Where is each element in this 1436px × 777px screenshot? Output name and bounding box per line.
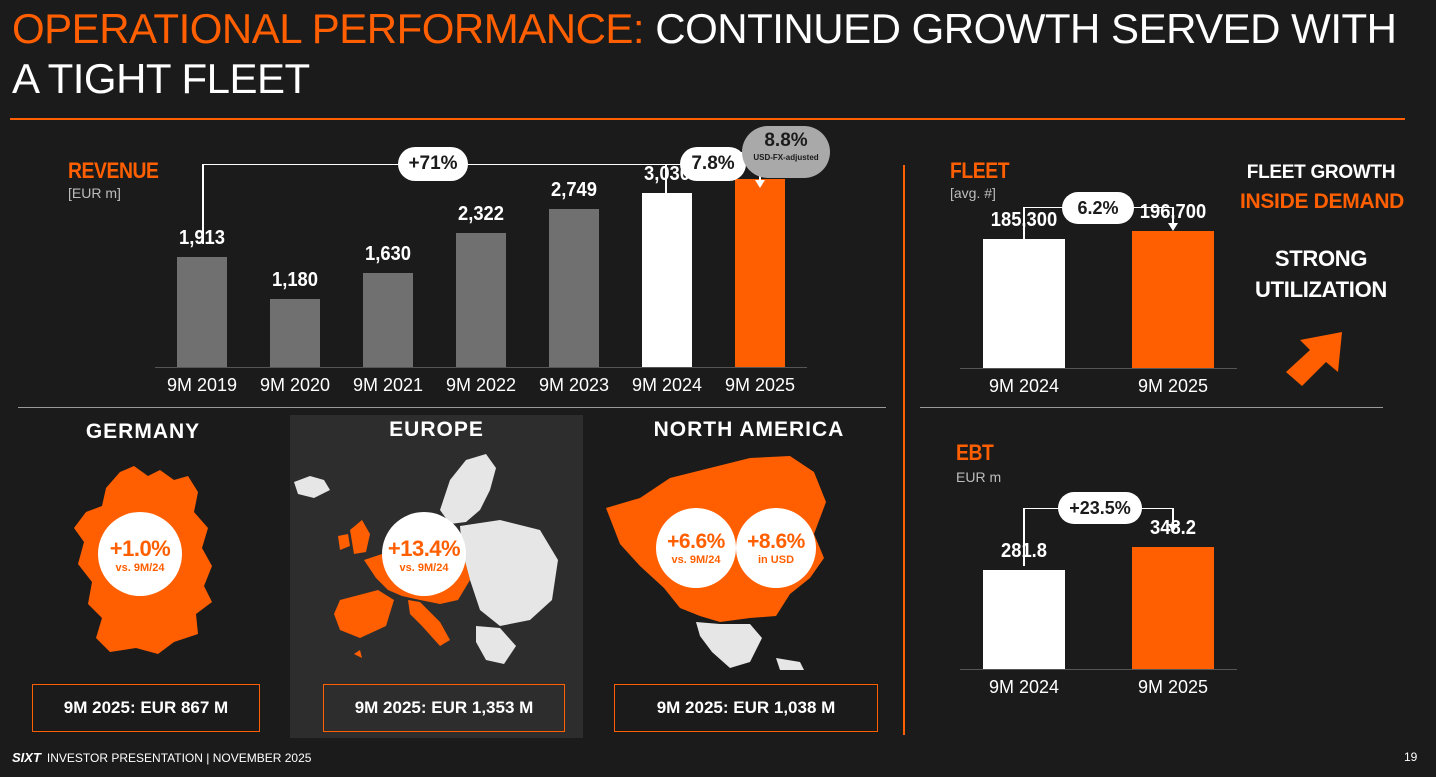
revenue-growth-fx: 8.8% [764,130,808,151]
ebt-growth: +23.5% [1058,492,1142,524]
arrow-up-right-icon [1286,332,1342,386]
north-america-growth-usd: +8.6% [747,530,805,553]
fleet-chart: 185,3009M 2024196,7009M 2025 [960,180,1245,400]
revenue-value-label: 2,322 [457,203,505,226]
germany-revenue-box: 9M 2025: EUR 867 M [32,684,260,732]
revenue-tick-label: 9M 2019 [166,375,238,395]
fleet-bar [983,238,1065,368]
germany-growth: +1.0% [109,536,171,561]
revenue-growth-total: +71% [398,147,468,181]
revenue-bar [549,208,599,367]
germany-title: GERMANY [85,420,201,443]
title-divider [10,118,1405,120]
ebt-baseline [960,669,1237,670]
ebt-tick-label: 9M 2024 [988,677,1060,697]
revenue-bar [642,192,692,367]
ebt-unit: EUR m [956,469,1002,485]
revenue-tick-label: 9M 2024 [631,375,703,395]
fleet-bar [1132,231,1214,368]
ebt-title: EBT [956,440,994,465]
revenue-bar [270,299,320,367]
title-rest: CONTINUED GROWTH SERVED WITH A TIGHT FLE… [12,5,1397,102]
revenue-bar [363,273,413,367]
europe-title: EUROPE [389,418,484,441]
side-line2: INSIDE DEMAND [1239,190,1405,213]
fleet-bracket-left [1023,207,1025,247]
fleet-growth: 6.2% [1062,192,1134,224]
fleet-baseline [960,368,1237,369]
north-america-growth-circle: +6.6% vs. 9M/24 [656,508,736,588]
arrow-down-icon [755,180,765,188]
revenue-baseline [155,367,807,368]
ebt-bar [983,570,1065,669]
revenue-tick-label: 9M 2021 [352,375,424,395]
page-number: 19 [1404,750,1418,764]
revenue-bar [177,257,227,367]
page-title: OPERATIONAL PERFORMANCE: CONTINUED GROWT… [12,4,1412,104]
footer-text: INVESTOR PRESENTATION | NOVEMBER 2025 [46,751,312,765]
revenue-value-label: 3,030 [643,162,691,185]
sixt-logo: SIXT [12,750,41,765]
revenue-tick-label: 9M 2022 [445,375,517,395]
north-america-growth-sub: vs. 9M/24 [671,554,721,566]
germany-growth-circle: +1.0% vs. 9M/24 [98,512,182,596]
fleet-title: FLEET [950,158,1010,183]
revenue-bracket-mid [665,164,667,194]
fleet-unit: [avg. #] [950,185,996,201]
ebt-bar [1132,546,1214,669]
revenue-title: REVENUE [68,158,159,183]
fleet-divider [920,407,1383,408]
revenue-value-label: 1,180 [271,269,319,292]
arrow-down-icon [1168,524,1178,532]
revenue-value-label: 2,749 [550,178,598,201]
north-america-usd-circle: +8.6% in USD [736,508,816,588]
fleet-tick-label: 9M 2025 [1137,376,1209,396]
revenue-bar [456,233,506,367]
revenue-unit: [EUR m] [68,185,121,201]
north-america-title: NORTH AMERICA [653,418,845,441]
europe-growth: +13.4% [387,536,461,561]
revenue-divider [18,407,886,408]
revenue-growth-yoy: 7.8% [680,147,746,181]
revenue-growth-fx-note: USD-FX-adjusted [753,153,819,162]
title-highlight: OPERATIONAL PERFORMANCE: [12,5,645,52]
fleet-bracket-right [1172,207,1174,225]
revenue-tick-label: 9M 2020 [259,375,331,395]
north-america-usd-sub: in USD [757,554,795,566]
revenue-bracket-left [202,164,204,244]
side-line3: STRONG [1274,246,1368,271]
revenue-tick-label: 9M 2025 [724,375,796,395]
side-line1: FLEET GROWTH [1246,162,1396,183]
ebt-tick-label: 9M 2025 [1137,677,1209,697]
ebt-bracket-left [1023,508,1025,566]
revenue-value-label: 1,630 [364,243,412,266]
vertical-divider [903,165,905,735]
footer: SIXT INVESTOR PRESENTATION | NOVEMBER 202… [12,750,311,765]
fleet-tick-label: 9M 2024 [988,376,1060,396]
germany-growth-sub: vs. 9M/24 [115,562,165,574]
side-line4: UTILIZATION [1255,277,1387,302]
europe-growth-circle: +13.4% vs. 9M/24 [382,512,466,596]
revenue-growth-fx-bubble: 8.8% USD-FX-adjusted [742,126,830,178]
europe-revenue-box: 9M 2025: EUR 1,353 M [323,684,565,732]
north-america-growth: +6.6% [667,530,725,553]
revenue-tick-label: 9M 2023 [538,375,610,395]
ebt-bracket-right [1172,508,1174,526]
europe-growth-sub: vs. 9M/24 [399,562,449,574]
arrow-down-icon [1168,223,1178,231]
revenue-bar [735,179,785,367]
north-america-revenue-box: 9M 2025: EUR 1,038 M [614,684,878,732]
